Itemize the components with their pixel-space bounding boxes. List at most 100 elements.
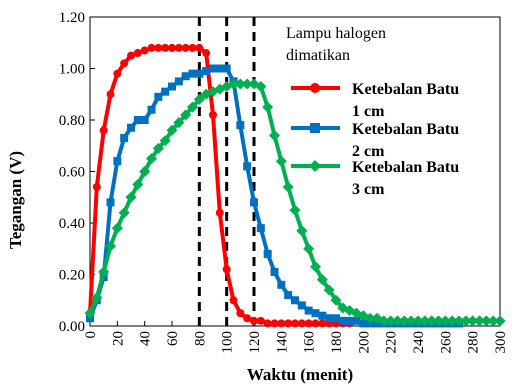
data-point [132,178,144,190]
data-point [277,280,286,289]
data-point [105,240,116,252]
data-point [304,306,313,315]
legend-marker [310,123,320,133]
annotation: Lampu halogen dimatikan [286,25,386,64]
y-tick-label: 1.00 [59,62,85,78]
data-point [127,51,135,60]
data-point [270,267,279,276]
x-tick-label: 140 [274,331,290,354]
data-point [229,296,238,305]
data-point [152,142,164,154]
x-tick-label: 40 [138,331,154,346]
data-point [323,284,335,296]
data-point [133,116,142,124]
data-point [480,315,492,327]
data-point [243,314,252,323]
legend-item: Ketebalan Batu 1 cm [291,81,459,120]
x-tick-label: 20 [110,331,126,346]
data-point [209,64,217,73]
data-point [215,64,224,73]
legend-label: 1 cm [352,103,385,120]
data-point [332,314,340,323]
legend-label: Ketebalan Batu [352,159,459,176]
data-point [159,135,171,147]
series-layer [84,43,506,328]
legend-label: 2 cm [352,143,385,160]
series-line [88,66,459,326]
data-point [166,124,178,136]
data-point [296,225,308,237]
data-point [311,319,320,328]
x-tick-label: 200 [356,331,372,354]
data-point [474,315,485,327]
data-point [303,243,315,255]
data-point [446,315,458,327]
data-point [147,105,156,114]
data-point [222,64,231,73]
series-ketebalan-batu-2-cm [86,64,463,328]
data-point [154,43,163,52]
data-point [250,316,258,325]
data-point [173,117,185,129]
data-point [174,43,183,52]
data-point [405,315,417,327]
data-point [378,315,390,327]
data-point [318,319,327,328]
data-point [228,78,239,90]
data-point [106,90,115,99]
data-point [338,316,347,325]
data-point [99,126,108,135]
data-point [241,78,253,90]
y-tick-label: 0.00 [59,319,85,335]
data-point [426,315,438,327]
data-point [433,315,444,327]
data-point [311,309,320,318]
data-point [325,314,334,323]
data-point [222,265,231,274]
annotation-line: Lampu halogen [286,25,386,42]
data-point [215,208,224,217]
data-point [133,49,142,58]
legend-label: Ketebalan Batu [352,81,459,98]
data-point [310,261,321,273]
data-point [180,109,192,121]
data-point [181,72,190,81]
data-point [188,43,197,52]
data-point [256,224,265,233]
data-point [304,319,313,328]
data-point [250,198,258,207]
data-point [113,157,122,166]
data-point [161,87,170,96]
data-point [106,198,115,207]
y-tick-label: 0.20 [59,268,85,284]
data-point [243,162,252,171]
data-point [270,319,279,328]
data-point [277,319,286,328]
data-point [146,153,157,165]
x-tick-label: 260 [438,331,454,354]
data-point [84,307,96,319]
data-point [209,110,217,119]
data-point [284,291,293,300]
data-point [174,77,183,86]
data-point [236,309,245,318]
data-point [120,59,129,68]
legend-label: 3 cm [352,181,385,198]
data-point [364,312,376,324]
legend-marker [309,160,321,172]
data-point [282,181,294,193]
data-point [494,315,506,327]
data-point [187,101,198,113]
data-point [92,182,101,191]
legend-item: Ketebalan Batu 2 cm [291,121,459,160]
x-tick-label: 100 [220,331,236,354]
annotation-line: dimatikan [286,47,350,64]
data-point [181,43,190,52]
data-point [398,315,410,327]
y-tick-label: 0.60 [59,165,85,181]
data-point [359,319,368,328]
data-point [113,69,122,78]
series-ketebalan-batu-1-cm [86,43,354,328]
x-tick-label: 60 [165,331,181,346]
